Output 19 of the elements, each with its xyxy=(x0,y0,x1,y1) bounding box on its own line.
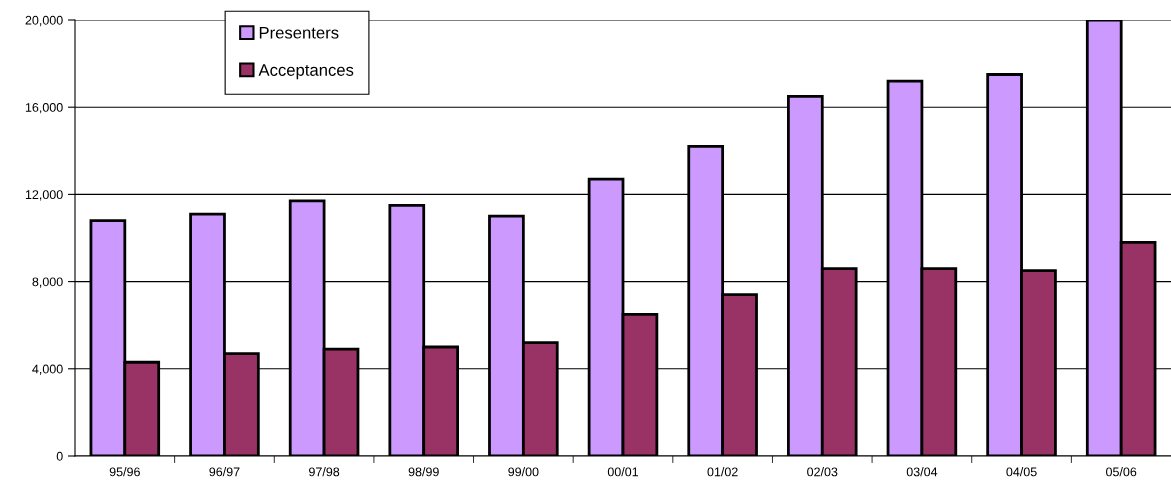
x-tick-label: 02/03 xyxy=(807,467,838,477)
x-tick-label: 98/99 xyxy=(408,467,439,477)
legend-label: Acceptances xyxy=(258,64,354,80)
x-tick-label: 95/96 xyxy=(109,467,140,477)
y-tick-label: 12,000 xyxy=(25,190,63,201)
x-tick-label: 00/01 xyxy=(607,467,639,477)
x-tick-label: 03/04 xyxy=(906,467,938,477)
y-tick-label: 4,000 xyxy=(32,364,63,375)
x-tick-label: 99/00 xyxy=(508,467,539,477)
x-tick-label: 05/06 xyxy=(1106,467,1137,477)
y-tick-label: 20,000 xyxy=(25,15,63,27)
y-tick-label: 16,000 xyxy=(25,103,63,114)
legend-label: Presenters xyxy=(259,26,339,39)
y-tick-label: 8,000 xyxy=(32,277,63,288)
y-tick-label: 0 xyxy=(56,451,63,461)
x-tick-label: 97/98 xyxy=(309,467,340,477)
x-tick-label: 01/02 xyxy=(707,467,738,477)
x-tick-label: 04/05 xyxy=(1006,467,1037,477)
x-tick-label: 96/97 xyxy=(209,467,240,477)
